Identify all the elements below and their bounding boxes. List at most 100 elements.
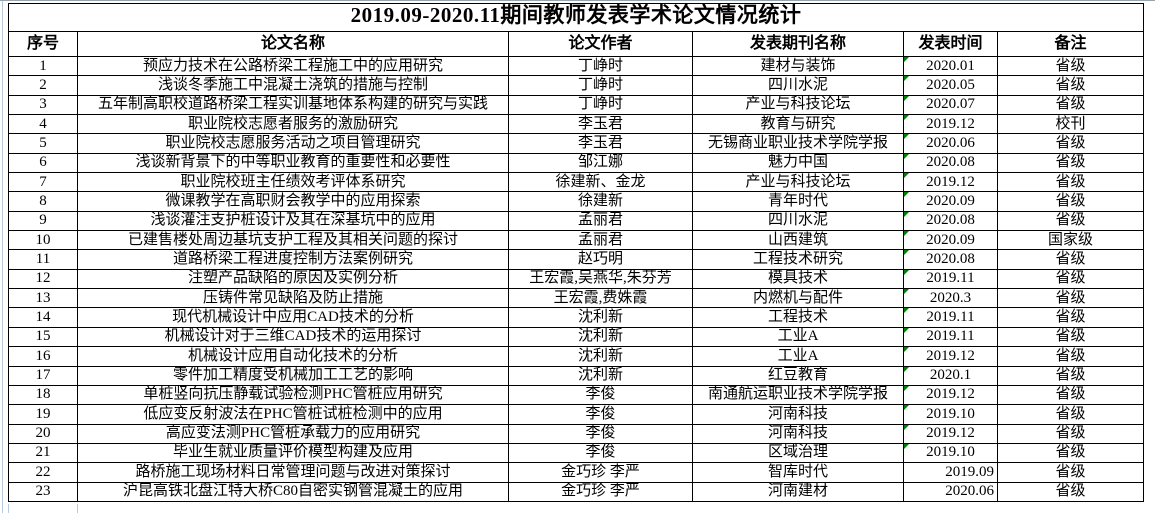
row-number-cell[interactable]: 18	[8, 384, 78, 406]
paper-title-cell[interactable]: 路桥施工现场材料日常管理问题与改进对策探讨	[77, 462, 509, 483]
journal-cell[interactable]: 产业与科技论坛	[692, 172, 904, 193]
date-cell[interactable]: 2020.09	[903, 230, 998, 251]
column-header-date[interactable]: 发表时间	[903, 31, 998, 57]
date-cell[interactable]: 2019.10	[903, 404, 998, 425]
date-cell[interactable]: 2020.05	[903, 75, 998, 96]
author-cell[interactable]: 李玉君	[508, 133, 693, 154]
author-cell[interactable]: 王宏霞,费姝霞	[508, 288, 693, 309]
paper-title-cell[interactable]: 微课教学在高职财会教学中的应用探索	[77, 191, 509, 212]
journal-cell[interactable]: 区域治理	[692, 442, 904, 464]
note-cell[interactable]: 国家级	[996, 230, 1145, 251]
row-number-cell[interactable]: 7	[8, 172, 78, 193]
note-cell[interactable]: 校刊	[996, 114, 1145, 135]
row-number-cell[interactable]: 23	[8, 481, 78, 502]
note-cell[interactable]: 省级	[996, 384, 1145, 406]
row-number-cell[interactable]: 21	[8, 442, 78, 464]
note-cell[interactable]: 省级	[996, 75, 1145, 96]
note-cell[interactable]: 省级	[996, 249, 1145, 270]
author-cell[interactable]: 徐建新、金龙	[508, 172, 693, 193]
paper-title-cell[interactable]: 零件加工精度受机械加工工艺的影响	[77, 365, 509, 386]
date-cell[interactable]: 2019.12	[903, 423, 998, 444]
paper-title-cell[interactable]: 低应变反射波法在PHC管桩试桩检测中的应用	[77, 404, 509, 425]
paper-title-cell[interactable]: 职业院校班主任绩效考评体系研究	[77, 172, 509, 193]
journal-cell[interactable]: 建材与装饰	[692, 55, 904, 77]
author-cell[interactable]: 赵巧明	[508, 249, 693, 270]
journal-cell[interactable]: 河南科技	[692, 423, 904, 444]
paper-title-cell[interactable]: 已建售楼处周边基坑支护工程及其相关问题的探讨	[77, 230, 509, 251]
row-number-cell[interactable]: 15	[8, 326, 78, 348]
author-cell[interactable]: 李俊	[508, 384, 693, 406]
paper-title-cell[interactable]: 压铸件常见缺陷及防止措施	[77, 288, 509, 309]
date-cell[interactable]: 2020.06	[903, 481, 998, 502]
paper-title-cell[interactable]: 机械设计对于三维CAD技术的运用探讨	[77, 326, 509, 348]
note-cell[interactable]: 省级	[996, 365, 1145, 386]
paper-title-cell[interactable]: 浅谈灌注支护桩设计及其在深基坑中的应用	[77, 210, 509, 232]
row-number-cell[interactable]: 20	[8, 423, 78, 444]
note-cell[interactable]: 省级	[996, 191, 1145, 212]
date-cell[interactable]: 2019.11	[903, 326, 998, 348]
row-number-cell[interactable]: 10	[8, 230, 78, 251]
journal-cell[interactable]: 青年时代	[692, 191, 904, 212]
date-cell[interactable]: 2020.08	[903, 152, 998, 174]
date-cell[interactable]: 2020.08	[903, 249, 998, 270]
row-number-cell[interactable]: 17	[8, 365, 78, 386]
journal-cell[interactable]: 南通航运职业技术学院学报	[692, 384, 904, 406]
author-cell[interactable]: 沈利新	[508, 365, 693, 386]
date-cell[interactable]: 2019.11	[903, 268, 998, 290]
row-number-cell[interactable]: 22	[8, 462, 78, 483]
note-cell[interactable]: 省级	[996, 94, 1145, 116]
date-cell[interactable]: 2020.09	[903, 191, 998, 212]
page-title[interactable]: 2019.09-2020.11期间教师发表学术论文情况统计	[7, 3, 1145, 32]
author-cell[interactable]: 丁峥时	[508, 75, 693, 96]
journal-cell[interactable]: 四川水泥	[692, 75, 904, 96]
author-cell[interactable]: 金巧珍 李严	[508, 481, 693, 502]
row-number-cell[interactable]: 11	[8, 249, 78, 270]
author-cell[interactable]: 丁峥时	[508, 55, 693, 77]
author-cell[interactable]: 邹江娜	[508, 152, 693, 174]
date-cell[interactable]: 2020.07	[903, 94, 998, 116]
note-cell[interactable]: 省级	[996, 404, 1145, 425]
date-cell[interactable]: 2019.12	[903, 114, 998, 135]
journal-cell[interactable]: 工程技术研究	[692, 249, 904, 270]
note-cell[interactable]: 省级	[996, 462, 1145, 483]
author-cell[interactable]: 李俊	[508, 404, 693, 425]
row-number-cell[interactable]: 19	[8, 404, 78, 425]
row-number-cell[interactable]: 5	[8, 133, 78, 154]
row-number-cell[interactable]: 4	[8, 114, 78, 135]
column-header-paper-title[interactable]: 论文名称	[77, 31, 509, 57]
note-cell[interactable]: 省级	[996, 268, 1145, 290]
journal-cell[interactable]: 工业A	[692, 326, 904, 348]
date-cell[interactable]: 2020.3	[903, 288, 998, 309]
author-cell[interactable]: 徐建新	[508, 191, 693, 212]
date-cell[interactable]: 2019.09	[903, 462, 998, 483]
author-cell[interactable]: 李玉君	[508, 114, 693, 135]
row-number-cell[interactable]: 14	[8, 307, 78, 328]
paper-title-cell[interactable]: 高应变法测PHC管桩承载力的应用研究	[77, 423, 509, 444]
journal-cell[interactable]: 红豆教育	[692, 365, 904, 386]
note-cell[interactable]: 省级	[996, 481, 1145, 502]
author-cell[interactable]: 孟丽君	[508, 230, 693, 251]
author-cell[interactable]: 沈利新	[508, 307, 693, 328]
row-number-cell[interactable]: 1	[8, 55, 78, 77]
date-cell[interactable]: 2020.08	[903, 210, 998, 232]
note-cell[interactable]: 省级	[996, 210, 1145, 232]
journal-cell[interactable]: 四川水泥	[692, 210, 904, 232]
note-cell[interactable]: 省级	[996, 326, 1145, 348]
note-cell[interactable]: 省级	[996, 172, 1145, 193]
note-cell[interactable]: 省级	[996, 55, 1145, 77]
note-cell[interactable]: 省级	[996, 133, 1145, 154]
journal-cell[interactable]: 河南建材	[692, 481, 904, 502]
paper-title-cell[interactable]: 浅谈冬季施工中混凝土浇筑的措施与控制	[77, 75, 509, 96]
date-cell[interactable]: 2019.12	[903, 384, 998, 406]
paper-title-cell[interactable]: 沪昆高铁北盘江特大桥C80自密实钢管混凝土的应用	[77, 481, 509, 502]
paper-title-cell[interactable]: 机械设计应用自动化技术的分析	[77, 346, 509, 367]
paper-title-cell[interactable]: 单桩竖向抗压静载试验检测PHC管桩应用研究	[77, 384, 509, 406]
note-cell[interactable]: 省级	[996, 423, 1145, 444]
journal-cell[interactable]: 魅力中国	[692, 152, 904, 174]
note-cell[interactable]: 省级	[996, 288, 1145, 309]
author-cell[interactable]: 丁峥时	[508, 94, 693, 116]
date-cell[interactable]: 2019.12	[903, 172, 998, 193]
date-cell[interactable]: 2019.10	[903, 442, 998, 464]
author-cell[interactable]: 李俊	[508, 423, 693, 444]
journal-cell[interactable]: 模具技术	[692, 268, 904, 290]
